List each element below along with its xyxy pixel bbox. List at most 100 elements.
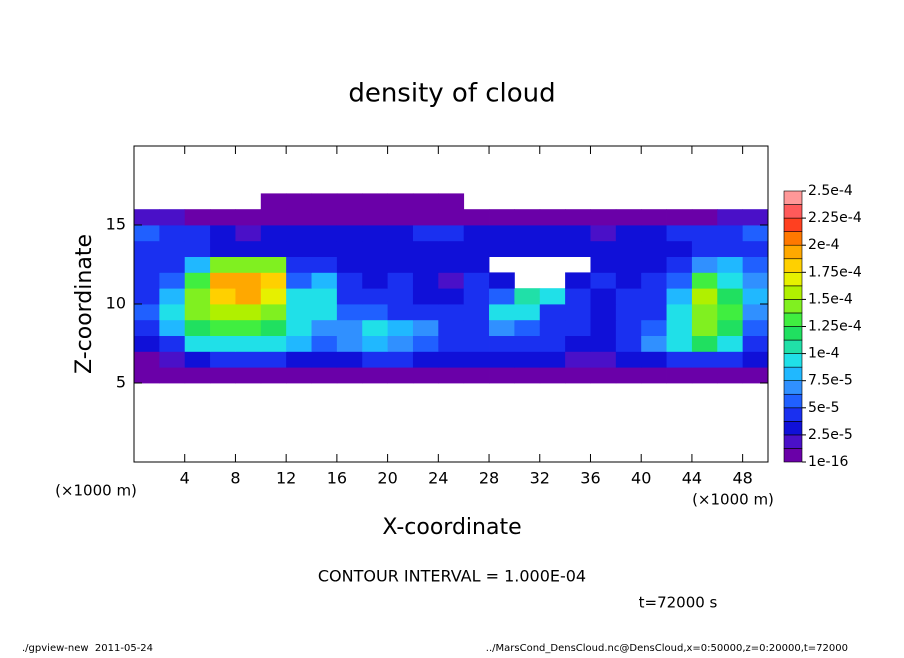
heat-cell: [489, 367, 515, 384]
heat-cell: [286, 319, 312, 336]
heat-cell: [590, 304, 617, 321]
heat-cell: [463, 240, 490, 257]
heat-cell: [286, 209, 312, 226]
heat-cell: [260, 304, 287, 321]
heat-cell: [717, 319, 744, 336]
heat-cell: [235, 240, 262, 257]
heat-cell: [387, 209, 414, 226]
heat-cell: [539, 288, 566, 305]
heat-cell: [235, 319, 262, 336]
heat-cell: [336, 304, 363, 321]
heat-cell: [691, 304, 718, 321]
heat-cell: [311, 193, 338, 210]
heat-cell: [311, 240, 338, 257]
heat-cell: [717, 225, 744, 242]
heat-cell: [336, 193, 363, 210]
heat-cell: [565, 272, 591, 289]
heat-cell: [514, 225, 541, 242]
heat-cell: [336, 288, 363, 305]
heat-cell: [615, 240, 642, 257]
heat-cell: [362, 272, 388, 289]
colorbar-swatch: [783, 353, 803, 368]
heat-cell: [463, 209, 490, 226]
heat-cell: [159, 288, 186, 305]
heat-cell: [336, 256, 363, 273]
heat-cell: [210, 319, 236, 336]
heat-cell: [463, 225, 490, 242]
heat-cell: [235, 272, 262, 289]
colorbar-swatch: [783, 366, 803, 381]
x-tick-label: 44: [682, 469, 702, 488]
heat-cell: [235, 335, 262, 352]
heat-cell: [134, 272, 160, 289]
heat-cell: [717, 240, 744, 257]
heat-cell: [717, 256, 744, 273]
heat-cell: [615, 335, 642, 352]
heat-cell: [438, 319, 465, 336]
heat-cell: [590, 319, 617, 336]
x-axis-label: X-coordinate: [382, 515, 521, 540]
heat-cell: [260, 193, 287, 210]
heat-cell: [134, 209, 160, 226]
heat-cell: [336, 240, 363, 257]
colorbar-swatch: [783, 393, 803, 409]
y-tick-label: 15: [106, 215, 126, 234]
heat-cell: [489, 225, 515, 242]
colorbar-swatch: [783, 285, 803, 300]
heat-cell: [590, 335, 617, 352]
heat-cell: [514, 209, 541, 226]
heat-cell: [717, 288, 744, 305]
x-tick-label: 40: [631, 469, 651, 488]
heat-cell: [184, 272, 211, 289]
heat-cell: [539, 367, 566, 384]
heat-cell: [742, 319, 769, 336]
heat-cell: [565, 319, 591, 336]
heat-cell: [590, 209, 617, 226]
heat-cell: [666, 209, 693, 226]
heat-cell: [565, 367, 591, 384]
heat-cell: [159, 335, 186, 352]
colorbar-swatch: [783, 258, 803, 273]
colorbar-swatch: [783, 380, 803, 395]
heat-cell: [362, 351, 388, 368]
colorbar-label: 1e-4: [808, 346, 840, 362]
heat-cell: [412, 225, 439, 242]
heat-cell: [691, 319, 718, 336]
heat-cell: [159, 367, 186, 384]
heat-cell: [412, 319, 439, 336]
heat-cell: [539, 240, 566, 257]
heat-cell: [260, 367, 287, 384]
heat-cell: [362, 288, 388, 305]
heat-cell: [742, 367, 769, 384]
heat-cell: [438, 209, 465, 226]
heat-cell: [286, 367, 312, 384]
heat-cell: [691, 240, 718, 257]
heat-cell: [387, 272, 414, 289]
heat-cell: [742, 225, 769, 242]
heat-cell: [210, 351, 236, 368]
heat-cell: [489, 351, 515, 368]
colorbar-swatch: [783, 312, 803, 327]
heat-cell: [666, 225, 693, 242]
heat-cell: [717, 351, 744, 368]
heat-cell: [387, 367, 414, 384]
heat-cell: [717, 209, 744, 226]
heat-cell: [336, 335, 363, 352]
heat-cell: [666, 351, 693, 368]
heat-cell: [210, 209, 236, 226]
heat-cell: [412, 351, 439, 368]
x-tick-label: 16: [327, 469, 347, 488]
heat-cell: [565, 240, 591, 257]
heat-cell: [438, 304, 465, 321]
heat-cell: [565, 351, 591, 368]
heat-cell: [691, 288, 718, 305]
heat-cell: [514, 335, 541, 352]
heat-cell: [184, 256, 211, 273]
heat-cell: [387, 225, 414, 242]
heat-cell: [691, 209, 718, 226]
heat-cell: [286, 272, 312, 289]
heat-cell: [539, 335, 566, 352]
colorbar-swatch: [783, 217, 803, 232]
heat-cell: [742, 256, 769, 273]
heat-cell: [311, 256, 338, 273]
